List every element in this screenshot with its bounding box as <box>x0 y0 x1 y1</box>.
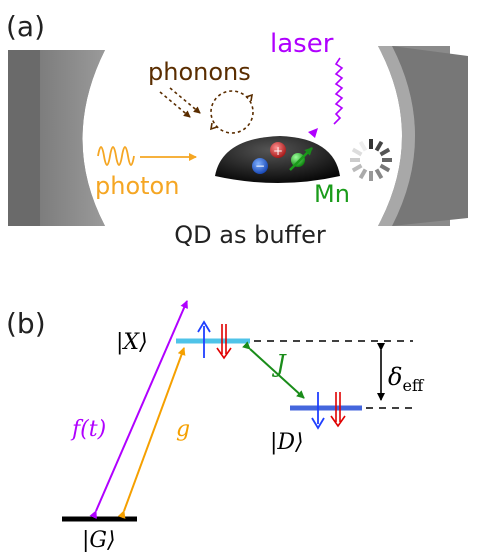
phonons-label: phonons <box>148 58 251 86</box>
state-d-label: |D⟩ <box>270 430 304 455</box>
right-mirror <box>378 46 468 226</box>
laser-label: laser <box>270 29 334 59</box>
g-label: g <box>176 417 190 442</box>
panel-b-label: (b) <box>6 307 46 340</box>
left-mirror <box>8 50 105 226</box>
qd-caption: QD as buffer <box>174 221 326 249</box>
spin-x <box>197 320 232 360</box>
spin-d <box>311 392 346 430</box>
electron-sign: − <box>255 159 265 173</box>
j-arrow <box>242 341 305 399</box>
state-x-label: |X⟩ <box>116 330 148 355</box>
g-arrow <box>117 347 186 519</box>
f-label: f(t) <box>70 417 106 442</box>
phonon-icon <box>159 87 254 134</box>
mn-particle <box>291 153 305 167</box>
hole-sign: + <box>273 144 283 158</box>
detuning-label: δeff <box>388 363 425 395</box>
panel-a-label: (a) <box>6 10 45 43</box>
loading-ring-icon <box>350 139 392 181</box>
j-label: J <box>271 350 287 378</box>
laser-wave <box>333 57 344 125</box>
photon-label: photon <box>95 172 179 200</box>
electron-particle <box>252 158 268 174</box>
mn-label: Mn <box>314 180 350 208</box>
laser-arrow-head <box>308 128 318 138</box>
photon-wave <box>97 146 135 166</box>
quantum-dot: + − <box>215 136 340 183</box>
hole-particle <box>270 142 286 158</box>
state-g-label: |G⟩ <box>82 528 116 552</box>
